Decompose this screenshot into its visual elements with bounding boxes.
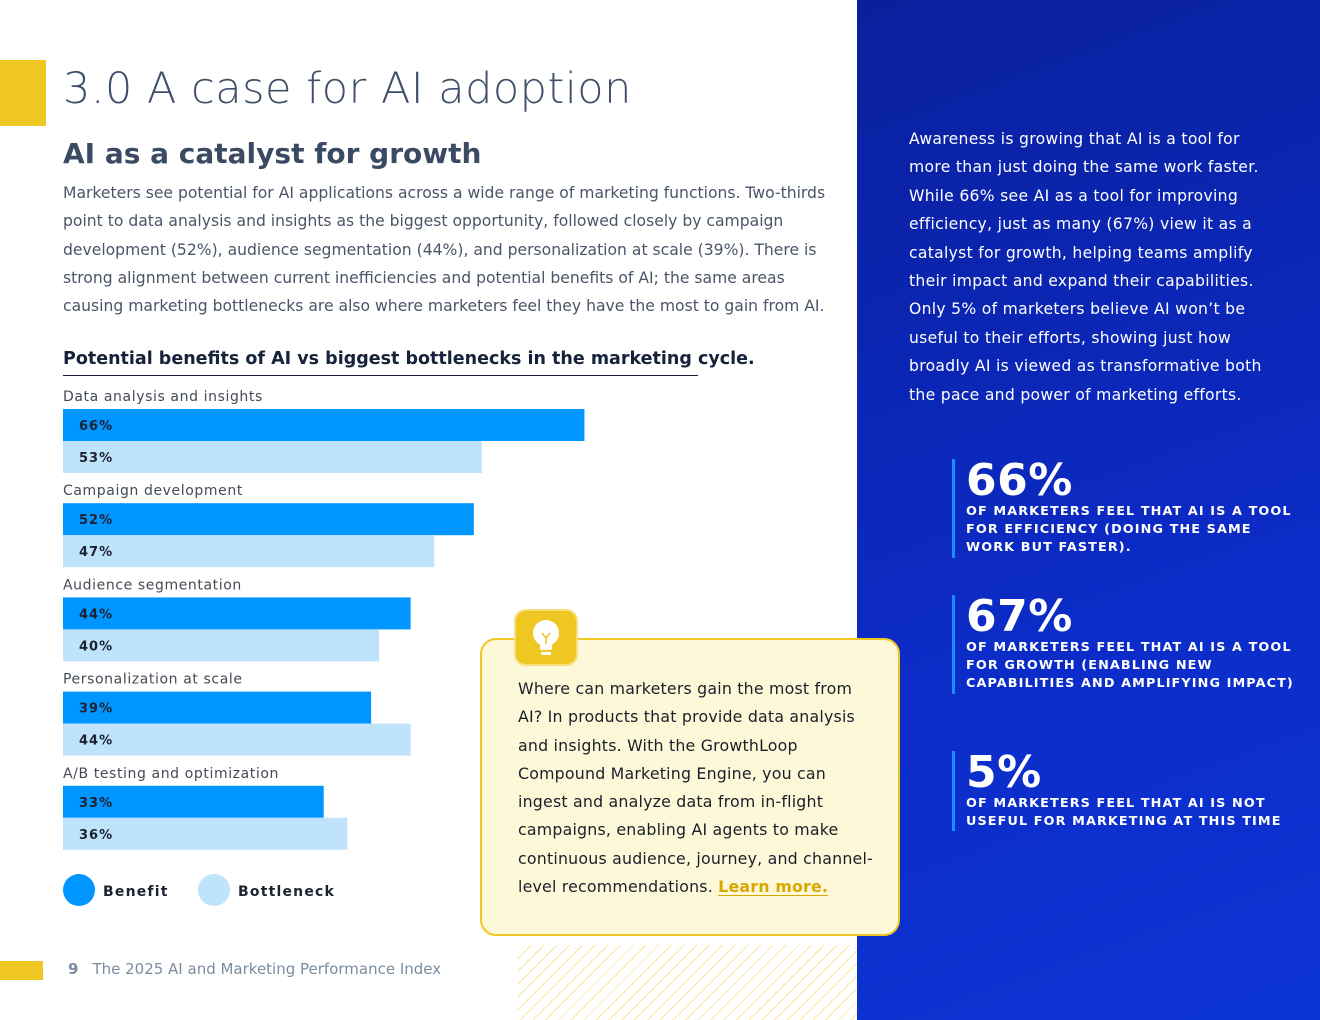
legend-label: Bottleneck bbox=[238, 884, 335, 900]
legend-label: Benefit bbox=[103, 884, 169, 900]
category-label: A/B testing and optimization bbox=[63, 766, 279, 782]
stat-label: OF MARKETERS FEEL THAT AI IS A TOOL FOR … bbox=[966, 504, 1292, 556]
bottleneck-bar bbox=[63, 441, 482, 473]
category-label: Personalization at scale bbox=[63, 672, 243, 688]
bar-value-label: 52% bbox=[79, 513, 113, 528]
learn-more-link[interactable]: Learn more. bbox=[718, 877, 829, 897]
callout-text: Where can marketers gain the most from A… bbox=[518, 675, 880, 901]
stat-label: OF MARKETERS FEEL THAT AI IS NOT USEFUL … bbox=[966, 796, 1282, 830]
callout-box bbox=[480, 638, 900, 936]
title-accent-bar bbox=[0, 60, 46, 126]
intro-paragraph: Marketers see potential for AI applicati… bbox=[63, 184, 826, 316]
section-subtitle: AI as a catalyst for growth bbox=[63, 137, 482, 170]
category-label: Audience segmentation bbox=[63, 577, 242, 593]
benefit-bar bbox=[63, 785, 324, 818]
page-title: 3.0 A case for AI adoption bbox=[63, 64, 632, 114]
bottleneck-bar bbox=[63, 723, 411, 756]
chart-title: Potential benefits of AI vs biggest bott… bbox=[63, 349, 755, 376]
publication-title: The 2025 AI and Marketing Performance In… bbox=[92, 960, 442, 978]
category-label: Data analysis and insights bbox=[63, 389, 263, 405]
benefit-bar bbox=[63, 409, 585, 441]
bar-value-label: 36% bbox=[79, 828, 113, 843]
bar-value-label: 44% bbox=[79, 607, 113, 622]
bar-value-label: 44% bbox=[79, 734, 113, 749]
legend-swatch bbox=[198, 874, 230, 906]
stat-efficiency: 66% OF MARKETERS FEEL THAT AI IS A TOOL … bbox=[952, 459, 1296, 558]
stat-label: OF MARKETERS FEEL THAT AI IS A TOOL FOR … bbox=[966, 640, 1294, 692]
bottleneck-bar bbox=[63, 535, 435, 568]
legend-swatch bbox=[63, 874, 95, 906]
callout-body: Where can marketers gain the most from A… bbox=[518, 679, 873, 897]
bar-value-label: 66% bbox=[79, 419, 113, 434]
footer-accent-bar bbox=[0, 961, 43, 980]
right-panel bbox=[857, 0, 1320, 1020]
bar-value-label: 33% bbox=[79, 796, 113, 811]
stat-value: 67% bbox=[966, 591, 1073, 642]
bar-value-label: 47% bbox=[79, 545, 113, 560]
benefit-bar bbox=[63, 597, 411, 630]
bar-value-label: 40% bbox=[79, 639, 113, 654]
sidebar-paragraph: Awareness is growing that AI is a tool f… bbox=[909, 130, 1262, 404]
bottleneck-bar bbox=[63, 817, 348, 850]
benefit-bar bbox=[63, 691, 372, 724]
stat-value: 66% bbox=[966, 455, 1073, 506]
page-footer: 9 The 2025 AI and Marketing Performance I… bbox=[68, 960, 441, 978]
stat-value: 5% bbox=[966, 747, 1042, 798]
stat-not-useful: 5% OF MARKETERS FEEL THAT AI IS NOT USEF… bbox=[952, 747, 1296, 832]
hatch-decoration bbox=[518, 945, 858, 1020]
bottleneck-bar bbox=[63, 629, 379, 662]
bar-value-label: 53% bbox=[79, 451, 113, 466]
benefit-bar bbox=[63, 503, 474, 536]
page-number: 9 bbox=[68, 960, 79, 978]
stat-growth: 67% OF MARKETERS FEEL THAT AI IS A TOOL … bbox=[952, 595, 1296, 694]
category-label: Campaign development bbox=[63, 483, 243, 499]
lightbulb-icon bbox=[514, 609, 578, 666]
bar-value-label: 39% bbox=[79, 702, 113, 717]
